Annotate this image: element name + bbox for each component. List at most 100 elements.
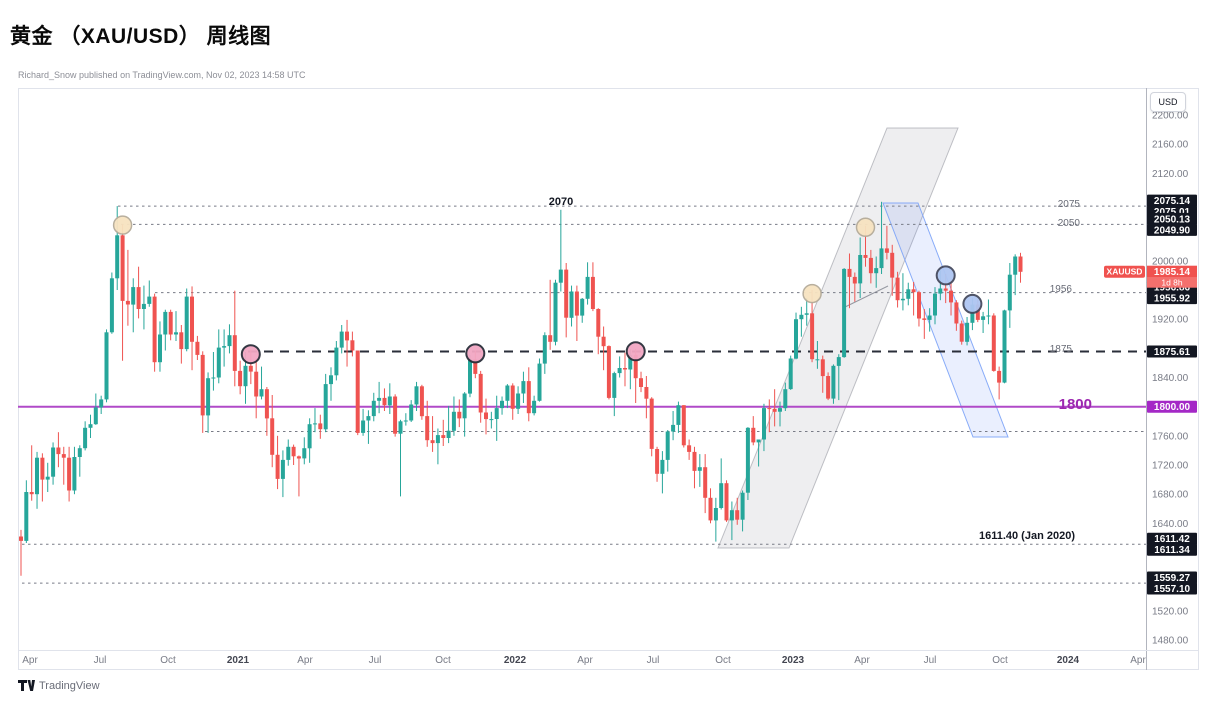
candle	[724, 483, 729, 521]
currency-button[interactable]: USD	[1150, 92, 1186, 112]
time-tick-label: Jul	[369, 655, 382, 666]
ascending-gray-channel[interactable]	[717, 127, 959, 549]
candle	[708, 497, 713, 521]
candle	[1007, 274, 1012, 311]
candle	[548, 335, 553, 342]
candle	[125, 300, 130, 305]
tradingview-mark-icon	[18, 680, 35, 691]
candle	[211, 377, 216, 379]
candle	[147, 296, 152, 304]
time-tick-label: Apr	[854, 655, 870, 666]
candle	[355, 350, 360, 433]
candle	[136, 287, 141, 309]
tradingview-logo[interactable]: TradingView	[18, 679, 100, 692]
candle	[681, 405, 686, 446]
candle	[457, 411, 462, 419]
candle	[692, 451, 697, 471]
time-tick-label: Oct	[992, 655, 1008, 666]
candle	[104, 332, 109, 400]
attribution-text: Richard_Snow published on TradingView.co…	[18, 70, 306, 80]
candle	[778, 408, 782, 412]
candle	[307, 424, 312, 449]
candle	[665, 431, 670, 460]
candle	[553, 282, 558, 342]
candle	[729, 510, 734, 521]
candle	[462, 393, 467, 419]
candle	[484, 412, 488, 420]
price-tick-label: 1760.00	[1152, 431, 1189, 442]
blue-circle-marker[interactable]	[935, 265, 956, 286]
price-tick-label: 1840.00	[1152, 373, 1189, 384]
candle	[697, 467, 702, 471]
candle	[521, 381, 526, 394]
candle	[248, 365, 253, 372]
time-tick-label: Oct	[160, 655, 176, 666]
channel-median-line	[842, 285, 889, 309]
candle	[1018, 256, 1023, 272]
candle	[254, 371, 259, 397]
pink-circle-marker[interactable]	[465, 343, 486, 364]
candle	[633, 354, 638, 379]
blue-circle-marker[interactable]	[962, 293, 983, 314]
candle	[489, 419, 494, 421]
candle	[371, 400, 376, 417]
price-badge-2050.13	[1147, 212, 1197, 225]
candle	[606, 346, 611, 398]
price-tick-label: 1480.00	[1152, 636, 1189, 647]
candle	[200, 354, 205, 416]
annotation-2070: 2070	[549, 196, 573, 208]
pink-circle-marker[interactable]	[625, 341, 646, 362]
descending-blue-channel[interactable]	[882, 202, 1009, 438]
candle	[628, 354, 633, 370]
price-badge-1800.00	[1147, 400, 1197, 413]
candle	[558, 269, 563, 283]
candle	[425, 416, 430, 441]
time-tick-label: Jul	[94, 655, 107, 666]
annotation-1611-40-Jan-2020-: 1611.40 (Jan 2020)	[979, 530, 1075, 542]
candle	[671, 424, 676, 432]
candle	[270, 418, 275, 455]
candle	[655, 449, 660, 474]
candle	[435, 435, 440, 444]
candle	[243, 365, 248, 387]
candle	[45, 476, 50, 480]
candle	[868, 257, 873, 274]
candle	[745, 427, 750, 493]
candle	[377, 397, 382, 401]
candle	[318, 423, 323, 430]
candle	[291, 446, 296, 457]
candle	[649, 398, 654, 449]
price-tick-label: 2160.00	[1152, 140, 1189, 151]
candle	[152, 296, 157, 363]
beige-circle-marker[interactable]	[855, 217, 876, 238]
countdown-badge	[1147, 277, 1197, 288]
candle	[933, 293, 937, 316]
beige-circle-marker[interactable]	[112, 215, 133, 235]
candle	[751, 427, 756, 443]
candle	[35, 457, 39, 495]
candle	[61, 454, 66, 458]
candle	[222, 346, 227, 348]
price-badge-1955.92	[1147, 292, 1197, 305]
annotation-1956: 1956	[1050, 284, 1073, 295]
candle	[115, 235, 120, 279]
price-badge-text: 1557.10	[1154, 584, 1191, 595]
candle	[997, 370, 1002, 383]
candle	[713, 508, 718, 521]
price-badge-text: 1800.00	[1154, 402, 1191, 413]
price-badge-text: 1956.86	[1154, 283, 1191, 294]
candle	[836, 357, 841, 366]
candle	[366, 416, 371, 421]
price-badge-text: 2075.14	[1154, 196, 1191, 207]
candle	[163, 311, 168, 335]
candle	[88, 424, 93, 428]
candle	[799, 314, 804, 320]
time-tick-label: 2021	[227, 655, 250, 666]
price-tick-label: 1640.00	[1152, 519, 1189, 530]
candle	[767, 408, 772, 410]
price-tick-label: 2000.00	[1152, 256, 1189, 267]
beige-circle-marker[interactable]	[802, 283, 822, 304]
pink-circle-marker[interactable]	[240, 344, 261, 365]
candle	[468, 359, 472, 394]
